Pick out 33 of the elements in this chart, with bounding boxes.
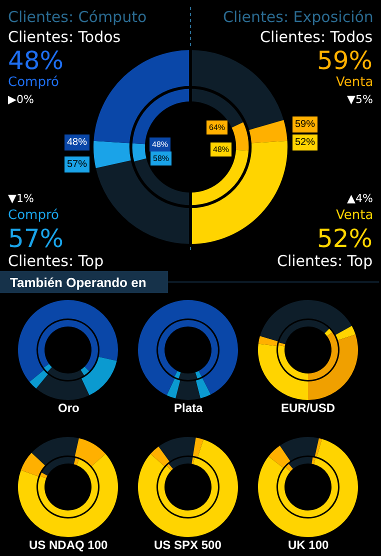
text: US NDAQ 100 (29, 538, 108, 552)
text: ▶0% (8, 93, 34, 106)
text: Clientes: Todos (8, 28, 121, 46)
text: 59% (295, 119, 316, 130)
text: 57% (67, 159, 88, 170)
text: 52% (317, 224, 373, 253)
text: ▼1% (8, 192, 34, 205)
text: 58% (153, 154, 170, 163)
text: Venta (336, 208, 374, 223)
text: ▲4% (347, 192, 373, 205)
text: ▼5% (347, 93, 373, 106)
text: 48% (8, 46, 64, 75)
text: 48% (67, 137, 88, 148)
text: Venta (336, 75, 374, 90)
text: 52% (295, 137, 316, 148)
text: 57% (8, 224, 64, 253)
text: Plata (174, 401, 204, 415)
text: Compró (8, 208, 60, 223)
text: 59% (317, 46, 373, 75)
text: 48% (152, 140, 168, 149)
text: 64% (209, 123, 226, 132)
text: US SPX 500 (154, 538, 222, 552)
text: Clientes: Exposición (223, 8, 374, 26)
text: Oro (58, 401, 80, 415)
text: Compró (8, 75, 60, 90)
text: 48% (213, 145, 230, 154)
chart-title: Clientes: Cómputo (8, 8, 147, 26)
text: Clientes: Todos (260, 28, 373, 46)
text: También Operando en (10, 275, 146, 290)
text: EUR/USD (281, 401, 336, 415)
text: Clientes: Top (277, 252, 373, 270)
text: UK 100 (288, 538, 330, 552)
text: Clientes: Top (8, 252, 104, 270)
